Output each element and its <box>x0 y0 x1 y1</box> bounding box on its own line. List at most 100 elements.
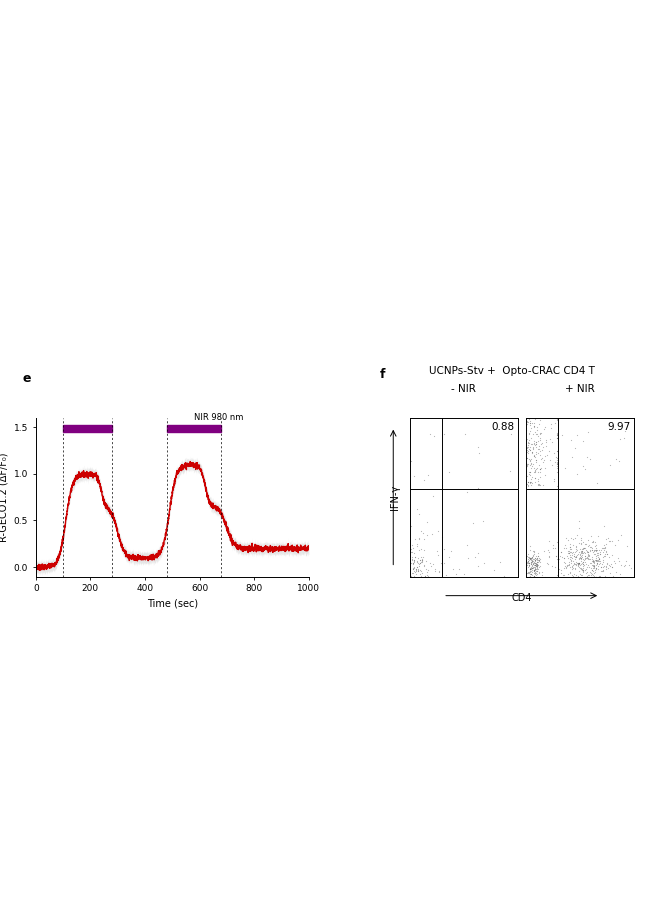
Point <box>521 411 531 426</box>
Point <box>580 569 591 584</box>
Point <box>622 538 632 553</box>
Point <box>552 428 562 442</box>
Point <box>413 564 423 578</box>
Point <box>559 550 569 565</box>
Point <box>569 556 579 570</box>
Point <box>437 557 448 571</box>
Point <box>408 557 418 571</box>
Point <box>542 557 552 571</box>
Point <box>521 458 532 472</box>
Point <box>522 558 532 572</box>
Point <box>525 476 535 490</box>
Point <box>571 542 581 557</box>
Point <box>541 435 552 449</box>
Point <box>592 556 602 570</box>
Point <box>591 548 601 563</box>
Point <box>529 556 539 570</box>
Point <box>532 433 543 448</box>
Point <box>590 569 601 584</box>
Point <box>536 451 547 466</box>
Point <box>551 450 562 465</box>
Point <box>525 551 535 566</box>
Point <box>527 561 538 576</box>
Point <box>582 550 593 565</box>
Point <box>434 564 445 578</box>
Point <box>523 451 534 466</box>
Point <box>597 558 607 572</box>
Point <box>522 566 532 580</box>
Point <box>567 450 578 465</box>
Point <box>592 476 602 490</box>
Point <box>588 558 598 573</box>
Point <box>416 564 426 578</box>
Point <box>411 561 421 576</box>
Point <box>592 554 603 568</box>
Point <box>521 560 531 575</box>
Point <box>607 534 618 548</box>
Point <box>534 551 544 566</box>
Point <box>551 548 562 563</box>
Point <box>536 426 546 440</box>
Point <box>589 555 599 569</box>
Text: UCNPs-Stv +  Opto-CRAC CD4 T: UCNPs-Stv + Opto-CRAC CD4 T <box>429 366 595 376</box>
Point <box>601 562 612 577</box>
Point <box>549 472 559 487</box>
Point <box>522 410 532 425</box>
Point <box>563 533 573 548</box>
Point <box>533 548 543 563</box>
Point <box>529 419 539 433</box>
Point <box>593 561 603 576</box>
Point <box>533 547 543 561</box>
Point <box>567 569 577 584</box>
Point <box>521 444 532 459</box>
Point <box>532 558 543 572</box>
Point <box>521 478 532 492</box>
Point <box>530 565 540 579</box>
Point <box>572 467 582 481</box>
Point <box>572 542 582 557</box>
Point <box>594 552 604 567</box>
Point <box>584 543 595 558</box>
Point <box>430 562 440 577</box>
Point <box>528 460 539 475</box>
Point <box>417 553 427 568</box>
Point <box>594 569 604 584</box>
Point <box>595 559 606 574</box>
Point <box>576 544 586 558</box>
Point <box>544 534 554 548</box>
Point <box>603 558 614 572</box>
Point <box>522 417 532 431</box>
Point <box>566 552 576 567</box>
Point <box>530 453 541 468</box>
Point <box>408 562 418 577</box>
Point <box>524 551 534 566</box>
Point <box>556 550 567 565</box>
Point <box>532 550 542 565</box>
Point <box>570 550 580 565</box>
Point <box>530 455 541 469</box>
Point <box>534 458 544 472</box>
Point <box>595 547 605 561</box>
Point <box>415 555 426 569</box>
Point <box>523 433 534 448</box>
Point <box>568 532 578 547</box>
Point <box>426 558 436 573</box>
Point <box>576 562 586 577</box>
Point <box>561 530 571 545</box>
Point <box>535 427 545 441</box>
Point <box>525 466 535 480</box>
Point <box>583 560 593 575</box>
Point <box>417 553 427 568</box>
Point <box>585 544 595 558</box>
Point <box>451 568 462 582</box>
Point <box>593 558 603 573</box>
Point <box>406 518 416 533</box>
Point <box>530 556 541 570</box>
Point <box>593 553 604 568</box>
Point <box>525 539 535 554</box>
Point <box>577 542 588 557</box>
Point <box>604 549 614 564</box>
Point <box>599 518 610 533</box>
Point <box>573 548 583 562</box>
Point <box>413 564 423 578</box>
